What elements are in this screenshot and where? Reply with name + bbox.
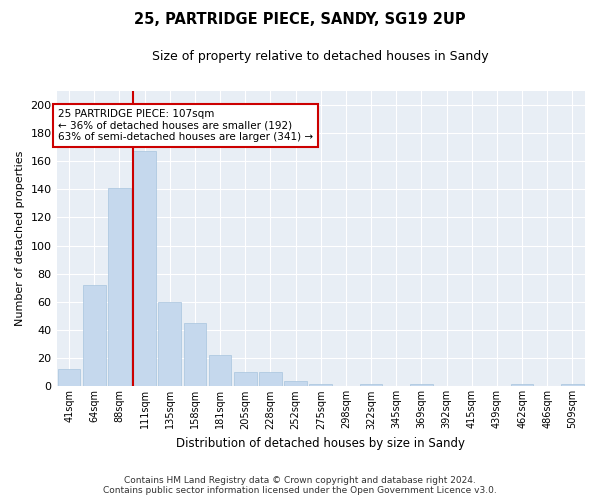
Title: Size of property relative to detached houses in Sandy: Size of property relative to detached ho… xyxy=(152,50,489,63)
Bar xyxy=(58,370,80,386)
Bar xyxy=(133,151,156,386)
Text: 25, PARTRIDGE PIECE, SANDY, SG19 2UP: 25, PARTRIDGE PIECE, SANDY, SG19 2UP xyxy=(134,12,466,28)
X-axis label: Distribution of detached houses by size in Sandy: Distribution of detached houses by size … xyxy=(176,437,465,450)
Bar xyxy=(108,188,131,386)
Bar xyxy=(511,384,533,386)
Bar xyxy=(310,384,332,386)
Bar xyxy=(284,381,307,386)
Text: Contains HM Land Registry data © Crown copyright and database right 2024.
Contai: Contains HM Land Registry data © Crown c… xyxy=(103,476,497,495)
Bar xyxy=(184,323,206,386)
Bar xyxy=(360,384,382,386)
Y-axis label: Number of detached properties: Number of detached properties xyxy=(15,151,25,326)
Bar xyxy=(158,302,181,386)
Bar xyxy=(83,285,106,386)
Text: 25 PARTRIDGE PIECE: 107sqm
← 36% of detached houses are smaller (192)
63% of sem: 25 PARTRIDGE PIECE: 107sqm ← 36% of deta… xyxy=(58,109,313,142)
Bar xyxy=(259,372,282,386)
Bar xyxy=(410,384,433,386)
Bar xyxy=(209,356,232,386)
Bar xyxy=(561,384,584,386)
Bar xyxy=(234,372,257,386)
